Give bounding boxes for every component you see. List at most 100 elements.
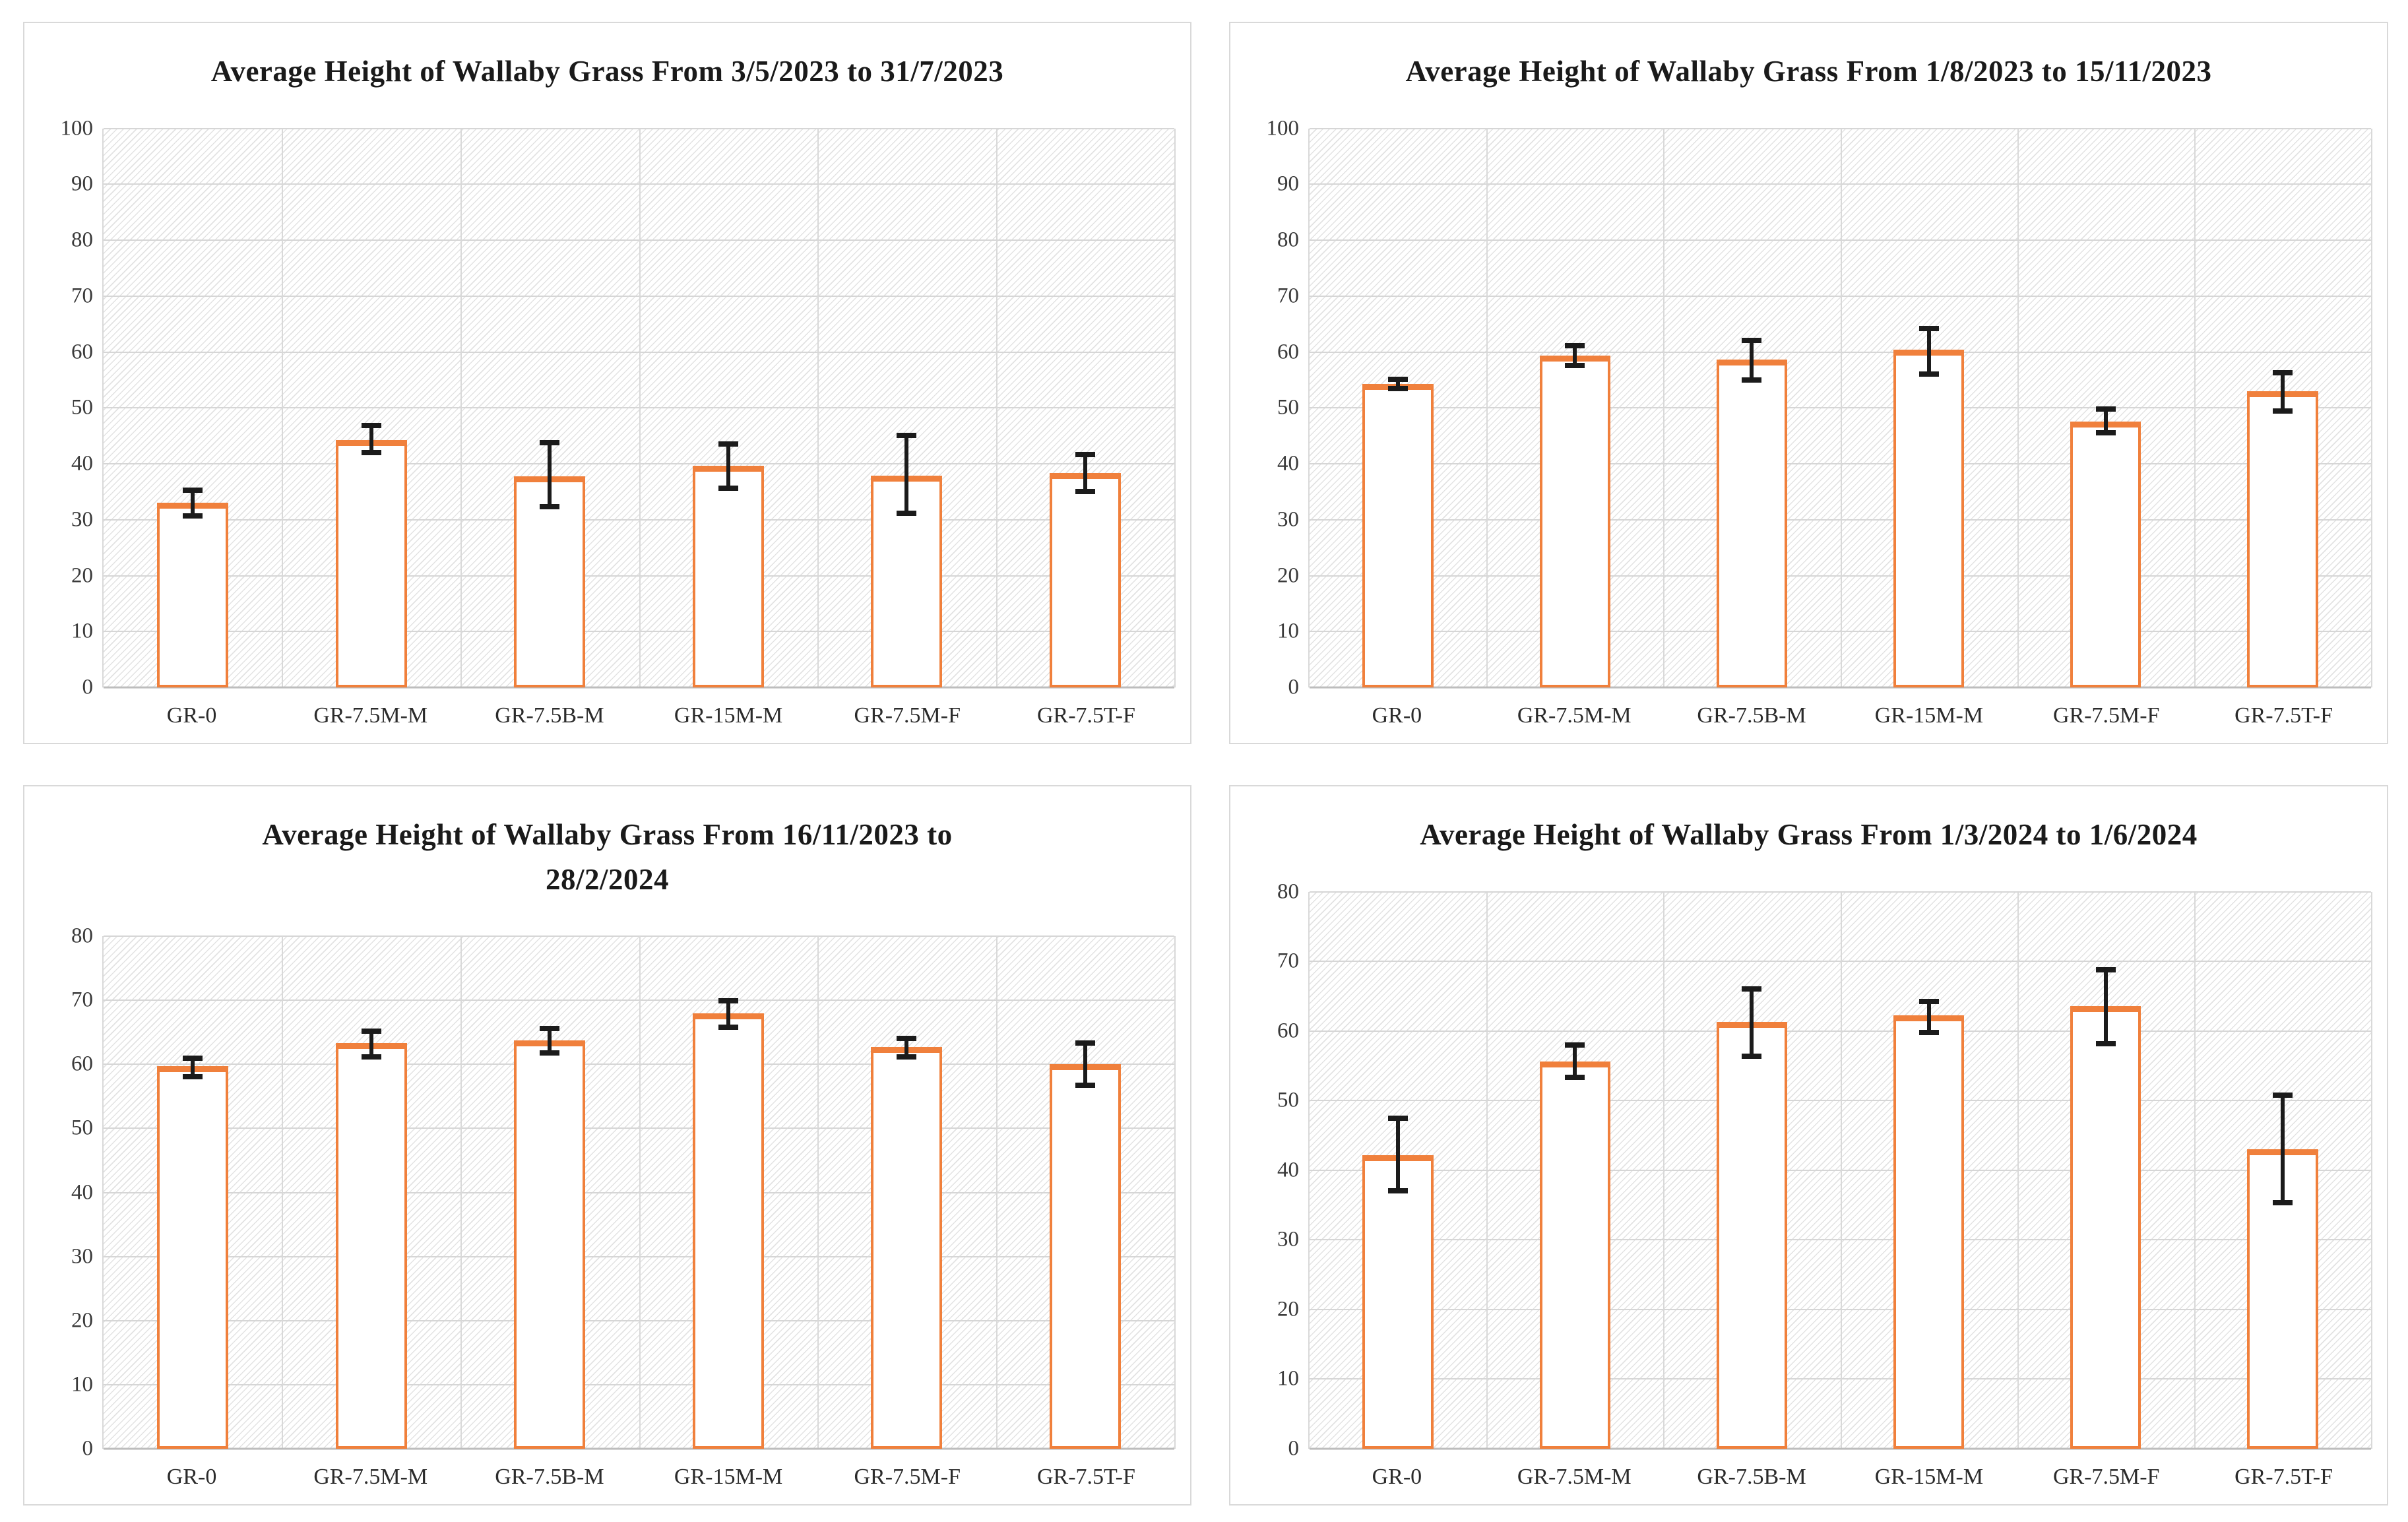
y-tick-label: 0 [82,1436,94,1461]
bar-GR-7.5M-F [2070,1005,2141,1449]
bar-GR-7.5M-F [2070,422,2141,687]
error-bar-cap-top [1565,1042,1585,1048]
error-bar-GR-7.5M-F [904,435,909,513]
y-tick-label: 40 [71,451,93,476]
x-tick-label-GR-7.5T-F: GR-7.5T-F [2234,703,2333,728]
error-bar-cap-bottom [361,1054,381,1060]
y-tick-label: 100 [1266,116,1300,140]
plot-area: 0 10 20 30 40 50 60 70 80 90 100 [1267,117,2372,698]
bar-GR-7.5M-M [335,1043,407,1449]
x-tick-label-GR-7.5T-F: GR-7.5T-F [1036,703,1135,728]
x-tick-label-GR-0: GR-0 [166,703,217,728]
y-tick-label: 60 [71,1052,93,1076]
error-bar-cap-bottom [718,1024,738,1030]
y-tick-label: 60 [1277,340,1299,364]
chart-panel-bottom-left: Average Height of Wallaby Grass From 16/… [23,785,1191,1506]
y-tick-label: 30 [1277,507,1299,532]
y-tick-label: 10 [71,1372,93,1397]
error-bar-cap-top [897,432,917,438]
y-tick-label: 80 [1277,228,1299,252]
error-bar-GR-0 [1396,1118,1401,1191]
x-tick-label-GR-7.5M-M: GR-7.5M-M [313,703,428,728]
error-bar-cap-top [2272,369,2293,375]
x-axis-labels: GR-0 GR-7.5M-M GR-7.5B-M GR-15M-M GR-7.5M-F G… [1308,687,2372,743]
chart-title-line: 28/2/2024 [545,862,669,896]
error-bar-cap-bottom [183,513,203,519]
category-gridline [639,936,641,1449]
y-tick-label: 20 [1277,563,1299,587]
error-bar-cap-bottom [361,450,381,456]
error-bar-GR-15M-M [1926,1001,1931,1032]
error-bar-cap-bottom [718,486,738,491]
y-tick-label: 40 [1277,451,1299,476]
x-tick-label-GR-7.5B-M: GR-7.5B-M [495,703,604,728]
error-bar-GR-7.5M-F [904,1038,909,1057]
error-bar-GR-7.5T-F [1083,454,1087,491]
bar-GR-15M-M [1893,350,1965,687]
error-bar-cap-bottom [1075,1083,1095,1089]
x-tick-label-GR-7.5T-F: GR-7.5T-F [1036,1465,1135,1489]
error-bar-cap-top [1742,986,1762,992]
category-gridline [1486,891,1488,1449]
error-bar-cap-bottom [1742,1053,1762,1059]
y-tick-label: 0 [82,675,94,699]
x-axis-line [104,686,1174,689]
error-bar-cap-bottom [1918,371,1939,377]
y-tick-label: 100 [60,116,94,140]
x-axis-line [1310,1447,2371,1450]
error-bar-cap-top [361,1028,381,1034]
category-gridline [2017,891,2019,1449]
error-bar-GR-15M-M [726,1001,730,1027]
x-axis-line [104,1447,1174,1450]
error-bar-GR-7.5T-F [2280,1094,2285,1203]
error-bar-cap-top [2272,1092,2293,1098]
error-bar-cap-bottom [183,1073,203,1079]
chart-panel-bottom-right: Average Height of Wallaby Grass From 1/3… [1229,785,2388,1506]
error-bar-cap-bottom [540,504,560,510]
y-tick-label: 10 [1277,619,1299,643]
y-tick-label: 10 [71,619,93,643]
error-bar-cap-top [183,487,203,493]
error-bar-cap-bottom [1565,362,1585,368]
y-tick-label: 50 [1277,395,1299,420]
error-bar-cap-top [1388,1115,1409,1121]
x-tick-label-GR-7.5M-M: GR-7.5M-M [1517,1465,1632,1489]
x-tick-label-GR-0: GR-0 [166,1465,217,1489]
category-gridline [1840,128,1842,687]
error-bar-cap-top [1388,377,1409,383]
error-bar-GR-0 [191,1058,195,1077]
chart-title: Average Height of Wallaby Grass From 1/3… [1230,786,2387,858]
x-tick-label-GR-15M-M: GR-15M-M [1874,1465,1984,1489]
y-tick-label: 30 [71,1244,93,1269]
bar-GR-7.5M-M [335,439,407,687]
error-bar-cap-top [1918,325,1939,331]
error-bar-cap-top [718,998,738,1004]
error-bar-cap-bottom [897,510,917,516]
y-tick-label: 20 [1277,1297,1299,1321]
category-gridline [996,128,998,687]
category-gridline [460,128,462,687]
x-axis-labels: GR-0 GR-7.5M-M GR-7.5B-M GR-15M-M GR-7.5M-F G… [102,1449,1176,1504]
bar-GR-7.5B-M [514,476,586,687]
x-axis-labels: GR-0 GR-7.5M-M GR-7.5B-M GR-15M-M GR-7.5M-F G… [1308,1449,2372,1504]
error-bar-GR-7.5B-M [548,1028,552,1053]
bar-GR-7.5M-F [871,1047,943,1449]
category-gridline [1486,128,1488,687]
error-bar-cap-top [1075,1040,1095,1046]
chart-title-line: Average Height of Wallaby Grass From 3/5… [210,55,1004,88]
bar-GR-7.5T-F [2247,391,2318,687]
chart-title-line: Average Height of Wallaby Grass From 16/… [262,818,953,851]
x-tick-label-GR-7.5M-F: GR-7.5M-F [2052,1465,2160,1489]
chart-title-line: Average Height of Wallaby Grass From 1/3… [1420,818,2198,851]
y-tick-label: 80 [71,924,93,948]
bar-GR-7.5B-M [1716,359,1788,687]
error-bar-cap-top [897,1036,917,1042]
error-bar-GR-7.5M-F [2103,408,2108,433]
error-bar-cap-top [2095,406,2116,412]
chart-title: Average Height of Wallaby Grass From 16/… [24,786,1190,902]
bar-GR-0 [1362,383,1434,687]
x-tick-label-GR-7.5M-F: GR-7.5M-F [2052,703,2160,728]
x-tick-label-GR-7.5T-F: GR-7.5T-F [2234,1465,2333,1489]
bar-GR-7.5B-M [1716,1021,1788,1449]
